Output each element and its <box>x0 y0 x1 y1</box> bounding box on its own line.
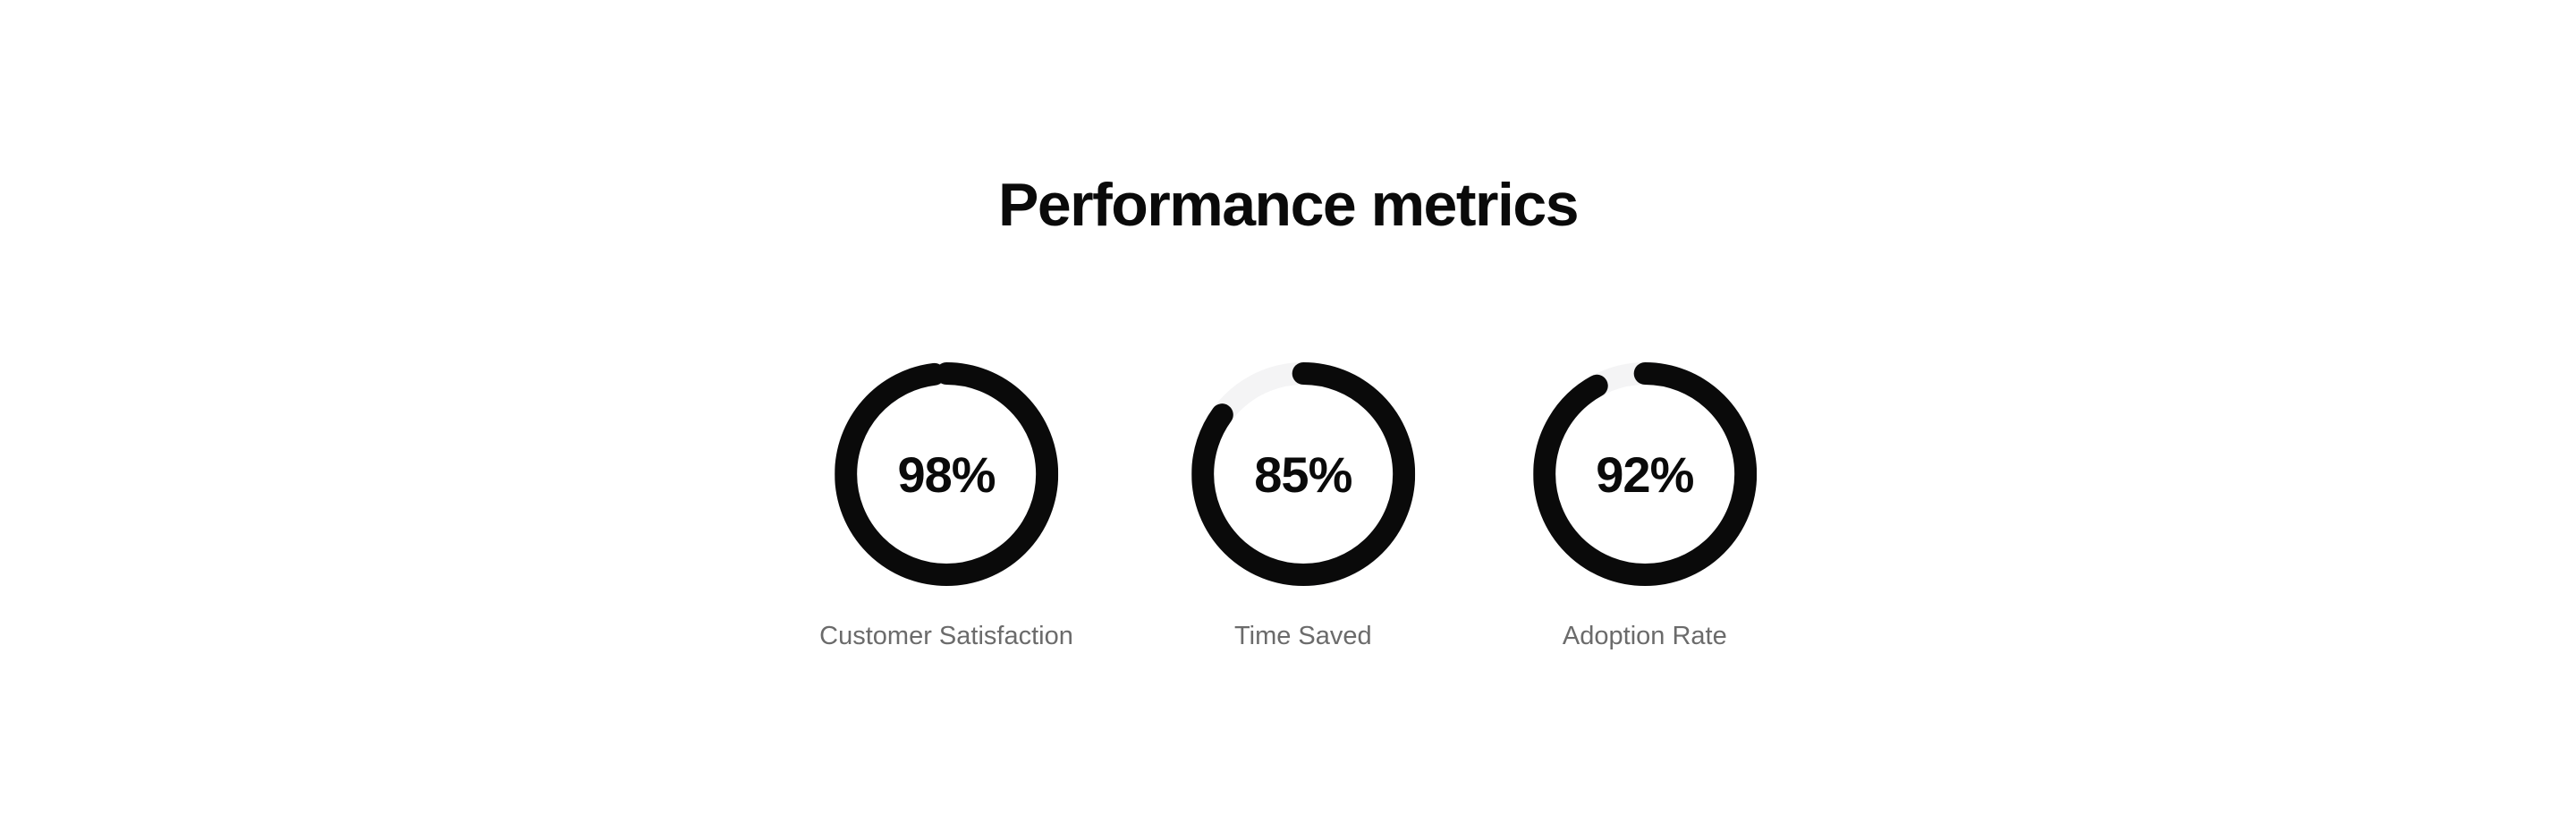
gauge-value: 98% <box>897 445 996 503</box>
section-title: Performance metrics <box>997 171 1580 239</box>
progress-ring-arc <box>834 362 1058 586</box>
progress-ring-arc <box>1532 362 1757 586</box>
progress-ring: 98% <box>834 362 1058 586</box>
gauge-customer-satisfaction: 98% Customer Satisfaction <box>819 362 1073 649</box>
gauge-adoption-rate: 92% Adoption Rate <box>1532 362 1757 650</box>
progress-ring: 85% <box>1191 362 1415 586</box>
progress-ring: 92% <box>1532 362 1757 586</box>
progress-ring-svg <box>834 362 1058 586</box>
gauge-value: 85% <box>1254 445 1352 503</box>
gauges-row: 98% Customer Satisfaction 85% Time Saved… <box>819 362 1757 649</box>
gauge-value: 92% <box>1596 445 1694 503</box>
gauge-label: Customer Satisfaction <box>819 622 1073 650</box>
gauge-time-saved: 85% Time Saved <box>1191 362 1415 649</box>
progress-ring-arc <box>1191 362 1415 586</box>
progress-ring-svg <box>1532 362 1757 586</box>
gauge-label: Time Saved <box>1234 622 1372 650</box>
progress-ring-svg <box>1191 362 1415 586</box>
gauge-label: Adoption Rate <box>1562 622 1727 650</box>
